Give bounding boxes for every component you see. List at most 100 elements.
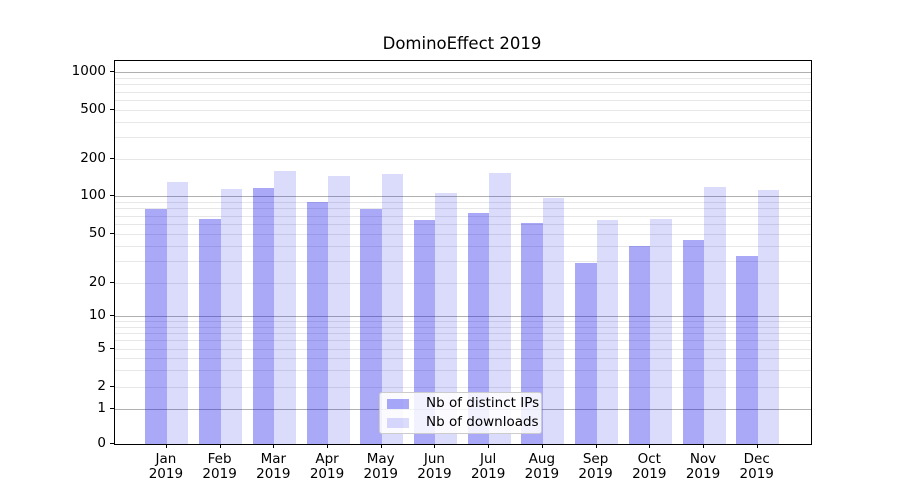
- y-tick-label: 200: [80, 149, 106, 166]
- bar-distinct-ips-jan: [145, 208, 167, 444]
- gridline-major: [115, 72, 811, 73]
- gridline-minor: [115, 332, 811, 334]
- bar-downloads-may: [381, 173, 404, 444]
- gridline-minor: [115, 224, 811, 225]
- gridline-minor: [115, 387, 811, 388]
- y-tick-label: 1: [97, 399, 106, 416]
- y-tick-mark: [110, 443, 115, 444]
- gridline-major: [115, 316, 811, 317]
- x-tick-mark: [380, 444, 382, 448]
- bar-distinct-ips-may: [360, 208, 382, 444]
- gridline-minor: [115, 370, 811, 372]
- x-tick-mark: [434, 444, 436, 448]
- x-tick-label: Sep 2019: [564, 452, 628, 482]
- x-tick-month: Jan: [155, 451, 177, 467]
- x-tick-month: Dec: [743, 451, 770, 467]
- gridline-minor: [115, 208, 811, 210]
- x-tick-mark: [595, 444, 597, 448]
- legend-swatch-downloads: [387, 417, 409, 428]
- x-tick-year: 2019: [578, 466, 613, 482]
- bar-downloads-aug: [542, 197, 565, 444]
- y-tick-label: 500: [80, 100, 106, 117]
- x-tick-label: Nov 2019: [671, 452, 735, 482]
- bar-distinct-ips-apr: [306, 202, 329, 444]
- x-tick-month: Nov: [689, 451, 717, 467]
- y-tick-mark: [110, 348, 115, 349]
- y-tick-label: 10: [88, 306, 106, 323]
- y-tick-label: 20: [88, 273, 106, 290]
- bar-downloads-sep: [596, 219, 619, 444]
- gridline-minor: [115, 100, 811, 101]
- bar-downloads-feb: [220, 189, 243, 444]
- y-tick-label: 100: [80, 186, 106, 203]
- y-tick-label: 2: [97, 377, 106, 394]
- bar-downloads-dec: [757, 189, 780, 444]
- x-tick-month: Apr: [315, 451, 339, 467]
- gridline-minor: [115, 245, 811, 247]
- x-tick-label: May 2019: [349, 452, 413, 482]
- legend-label-downloads: Nb of downloads: [426, 414, 539, 430]
- x-tick-year: 2019: [202, 466, 237, 482]
- y-tick-mark: [110, 195, 115, 196]
- x-tick-year: 2019: [363, 466, 398, 482]
- bar-downloads-apr: [328, 175, 350, 444]
- x-tick-year: 2019: [417, 466, 452, 482]
- x-tick-year: 2019: [632, 466, 667, 482]
- legend-row-distinct-ips: Nb of distinct IPs: [380, 394, 541, 413]
- x-tick-month: Oct: [637, 451, 661, 467]
- x-tick-mark: [649, 444, 651, 448]
- x-tick-label: Dec 2019: [725, 452, 789, 482]
- x-tick-mark: [756, 444, 758, 448]
- gridline-minor: [115, 349, 811, 350]
- legend-swatch-distinct-ips: [387, 398, 409, 409]
- y-tick-label: 1000: [71, 62, 106, 79]
- x-tick-mark: [327, 444, 329, 448]
- gridline-minor: [115, 121, 811, 123]
- x-tick-label: Apr 2019: [295, 452, 359, 482]
- bar-distinct-ips-oct: [628, 245, 651, 444]
- x-tick-label: Mar 2019: [241, 452, 305, 482]
- gridline-minor: [115, 159, 811, 160]
- y-tick-mark: [110, 386, 115, 387]
- bar-downloads-oct: [650, 218, 672, 444]
- plot-area: [114, 60, 812, 445]
- x-tick-month: May: [366, 451, 395, 467]
- y-tick-label: 50: [88, 224, 106, 241]
- x-tick-mark: [703, 444, 704, 448]
- gridline-major: [115, 196, 811, 197]
- gridline-minor: [115, 321, 811, 323]
- gridline-minor: [115, 201, 811, 203]
- x-tick-year: 2019: [739, 466, 774, 482]
- y-tick-mark: [110, 315, 115, 316]
- gridline-minor: [115, 234, 811, 235]
- chart-title: DominoEffect 2019: [382, 34, 542, 53]
- gridline-minor: [115, 326, 811, 328]
- x-tick-label: Jul 2019: [456, 452, 520, 482]
- bar-downloads-nov: [704, 186, 726, 444]
- y-tick-mark: [110, 408, 115, 409]
- y-tick-mark: [110, 233, 115, 234]
- bar-distinct-ips-nov: [682, 239, 704, 444]
- legend-label-distinct-ips: Nb of distinct IPs: [426, 395, 540, 411]
- gridline-minor: [115, 261, 811, 263]
- x-tick-year: 2019: [309, 466, 345, 482]
- x-tick-label: Jun 2019: [402, 452, 466, 482]
- x-tick-year: 2019: [148, 466, 184, 482]
- y-tick-mark: [110, 282, 115, 283]
- gridline-minor: [115, 77, 811, 79]
- x-tick-year: 2019: [470, 466, 506, 482]
- y-tick-mark: [110, 158, 115, 159]
- gridline-minor: [115, 84, 811, 86]
- legend-row-downloads: Nb of downloads: [380, 413, 541, 432]
- x-tick-label: Aug 2019: [510, 452, 574, 482]
- y-tick-label: 5: [97, 339, 106, 356]
- gridline-minor: [115, 215, 811, 217]
- x-tick-mark: [273, 444, 275, 448]
- x-tick-month: Aug: [528, 451, 556, 467]
- x-tick-year: 2019: [256, 466, 291, 482]
- x-tick-mark: [541, 444, 543, 448]
- x-tick-month: Jul: [480, 451, 497, 467]
- bar-distinct-ips-aug: [521, 223, 543, 444]
- x-tick-mark: [219, 444, 221, 448]
